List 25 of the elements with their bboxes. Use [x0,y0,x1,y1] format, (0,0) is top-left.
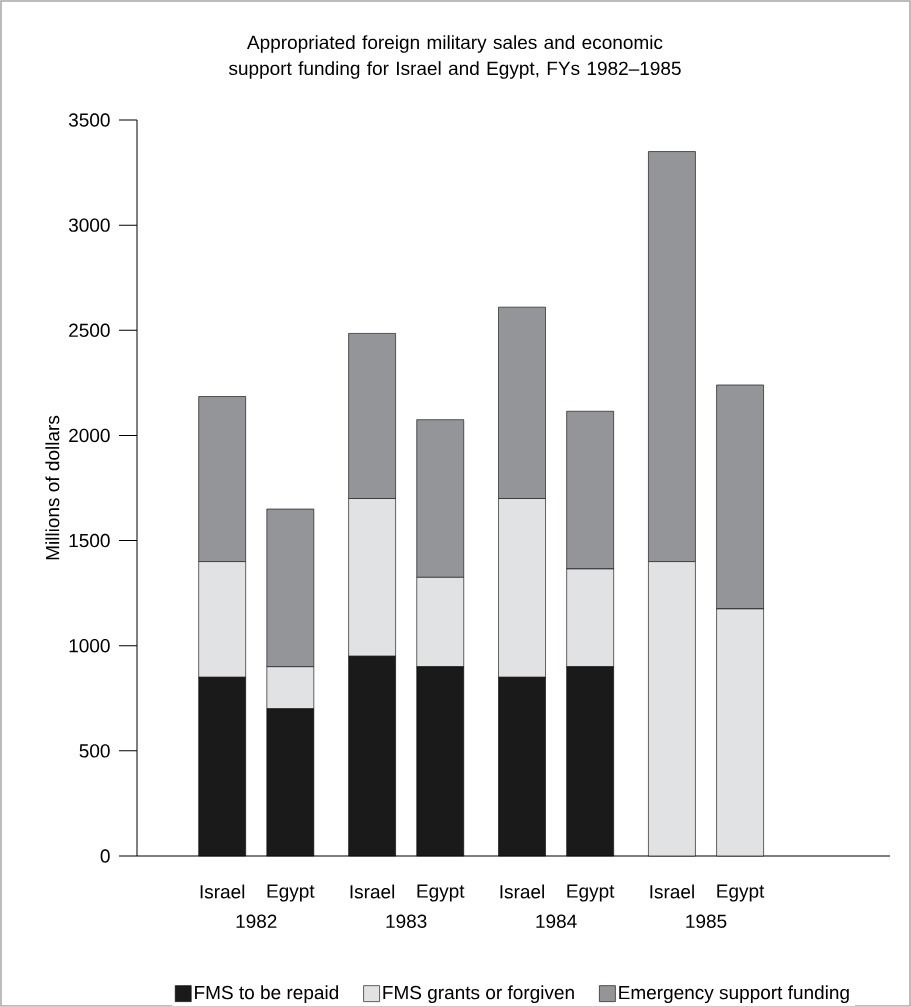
x-tick-label: Israel [350,884,395,899]
y-tick-label: 2500 [69,323,110,338]
x-tick-label: Egypt [267,884,315,902]
text: 1983 [386,914,427,928]
legend-label: FMS to be repaid [195,985,339,1004]
x-tick-label: Egypt [717,884,765,902]
x-tick-label: Israel [650,884,694,899]
text: 1984 [536,914,577,928]
x-tick-label: Egypt [417,884,465,902]
text: 1985 [686,914,727,928]
y-tick-label: 3000 [68,218,110,232]
y-tick-label: 2000 [69,428,110,443]
y-tick-label: 500 [79,744,110,758]
y-axis-title: Millions of dollars [45,415,60,560]
x-tick-label: Israel [500,884,544,899]
y-tick-label: 0 [100,849,110,863]
legend-label: Emergency support funding [619,985,849,1004]
text: 1982 [236,914,277,928]
y-tick-label: 1000 [69,638,110,653]
y-tick-label: 1500 [69,533,110,548]
chart-title: Appropriated foreign military sales and economic support funding for Israel and Egypt, FYs 1982–1985 [228,35,681,79]
legend-label: FMS grants or forgiven [383,985,574,1004]
y-tick-label: 3500 [68,113,110,127]
x-tick-label: Israel [200,884,245,899]
x-tick-label: Egypt [567,884,615,902]
